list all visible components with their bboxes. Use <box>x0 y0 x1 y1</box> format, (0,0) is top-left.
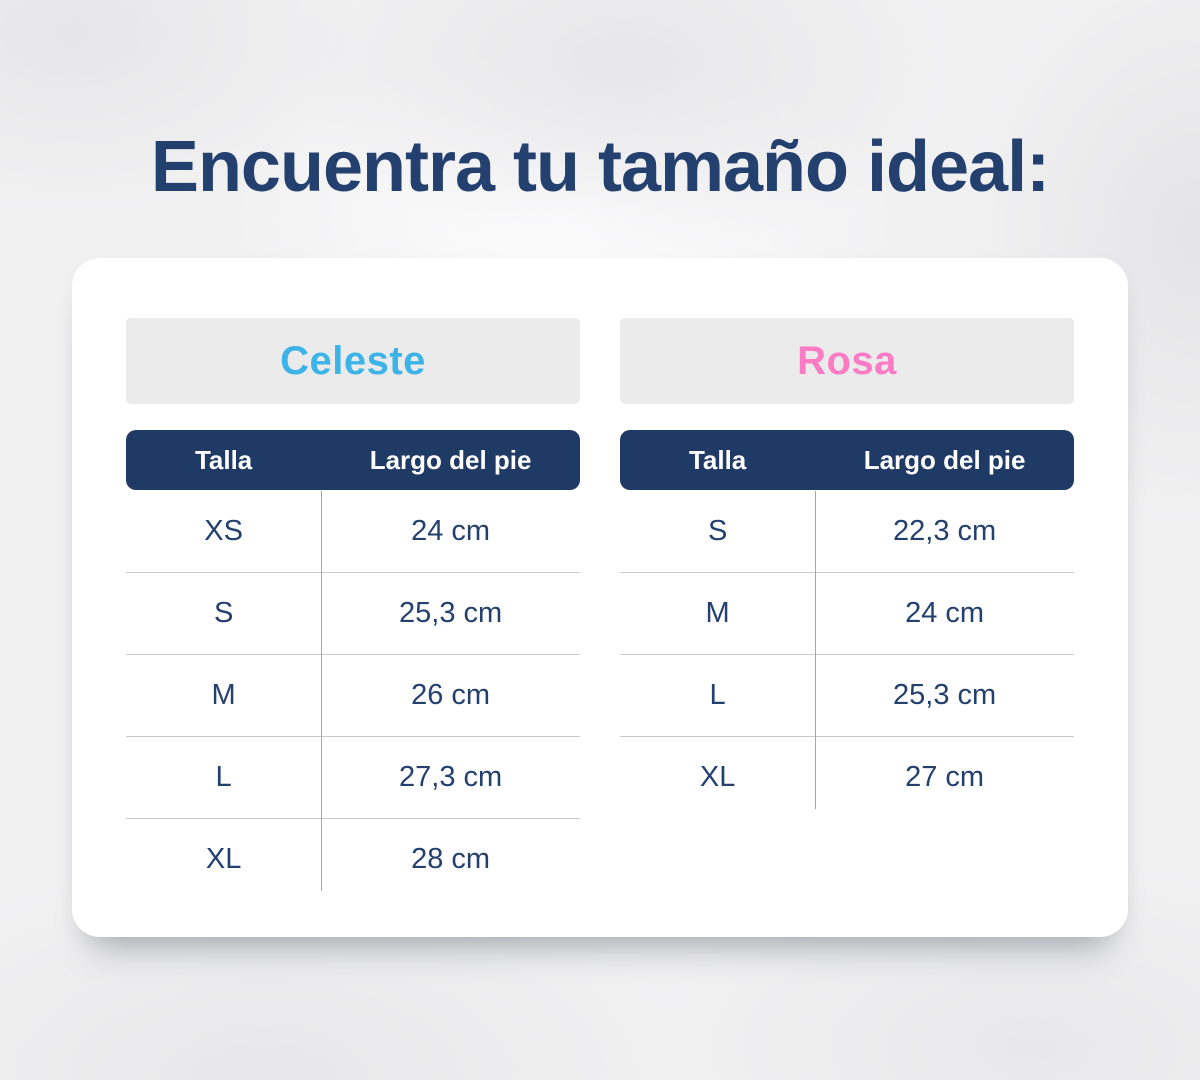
size-table-celeste: Celeste Talla Largo del pie XS 24 cm S 2… <box>126 318 580 937</box>
length-cell: 25,3 cm <box>399 597 503 629</box>
size-cell: L <box>709 679 726 711</box>
size-cell: L <box>215 761 232 793</box>
table-banner-rosa: Rosa <box>620 318 1074 404</box>
table-row: XL 28 cm <box>126 818 580 900</box>
page-title: Encuentra tu tamaño ideal: <box>150 127 1050 207</box>
table-header-row: Talla Largo del pie <box>620 430 1074 490</box>
size-cell: XL <box>205 843 242 875</box>
table-row: XS 24 cm <box>126 490 580 572</box>
length-cell: 25,3 cm <box>893 679 997 711</box>
length-cell: 24 cm <box>905 597 985 629</box>
table-row: L 25,3 cm <box>620 654 1074 736</box>
column-divider <box>321 491 323 891</box>
size-table-rosa: Rosa Talla Largo del pie S 22,3 cm M 24 … <box>620 318 1074 937</box>
table-body: S 22,3 cm M 24 cm L 25,3 cm XL 27 cm <box>620 490 1074 818</box>
length-cell: 28 cm <box>411 843 491 875</box>
table-header-row: Talla Largo del pie <box>126 430 580 490</box>
table-row: XL 27 cm <box>620 736 1074 818</box>
table-body: XS 24 cm S 25,3 cm M 26 cm L 27,3 cm XL … <box>126 490 580 900</box>
length-cell: 27,3 cm <box>399 761 503 793</box>
size-guide-card: Celeste Talla Largo del pie XS 24 cm S 2… <box>72 258 1128 937</box>
table-row: S 22,3 cm <box>620 490 1074 572</box>
table-title-celeste: Celeste <box>280 338 426 383</box>
size-cell: XS <box>204 514 243 547</box>
column-header-largo: Largo del pie <box>863 444 1026 475</box>
column-header-talla: Talla <box>194 444 253 475</box>
column-header-talla: Talla <box>688 444 747 475</box>
length-cell: 26 cm <box>411 679 491 711</box>
length-cell: 22,3 cm <box>893 514 997 547</box>
size-cell: M <box>211 679 236 711</box>
size-cell: M <box>705 597 730 629</box>
table-row: L 27,3 cm <box>126 736 580 818</box>
column-header-largo: Largo del pie <box>369 444 532 475</box>
length-cell: 27 cm <box>905 761 985 793</box>
size-cell: XL <box>699 761 736 793</box>
table-row: S 25,3 cm <box>126 572 580 654</box>
column-divider <box>815 491 817 809</box>
table-banner-celeste: Celeste <box>126 318 580 404</box>
table-row: M 26 cm <box>126 654 580 736</box>
length-cell: 24 cm <box>411 514 491 547</box>
table-row: M 24 cm <box>620 572 1074 654</box>
size-cell: S <box>707 514 728 547</box>
size-cell: S <box>213 597 234 629</box>
table-title-rosa: Rosa <box>797 338 897 383</box>
